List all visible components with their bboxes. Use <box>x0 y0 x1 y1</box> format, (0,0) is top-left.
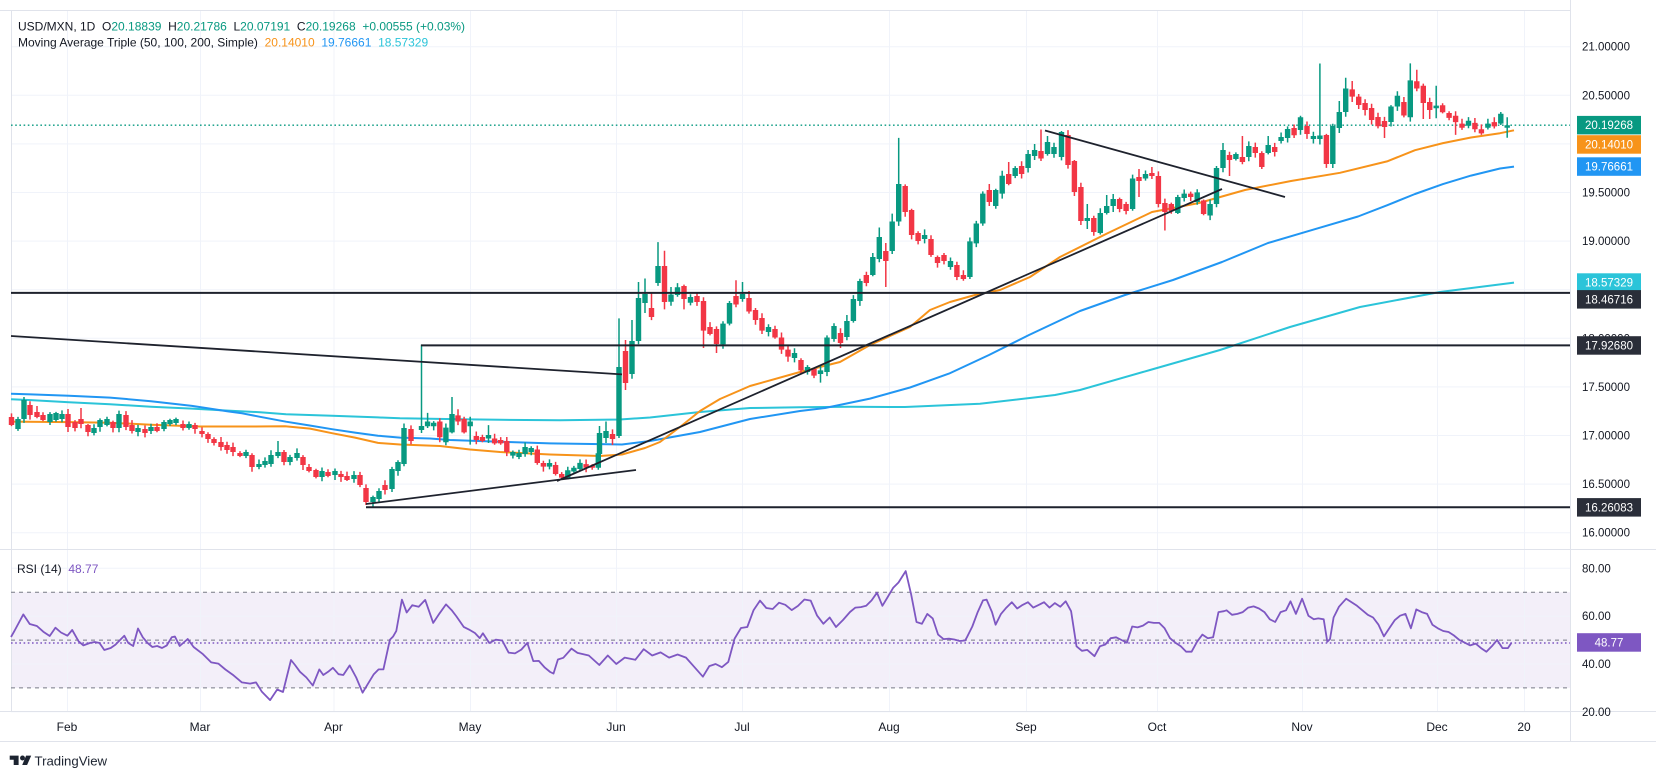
svg-text:16.26083: 16.26083 <box>1585 502 1633 514</box>
svg-text:May: May <box>459 720 482 734</box>
svg-text:Mar: Mar <box>190 720 211 734</box>
svg-text:Oct: Oct <box>1148 720 1167 734</box>
svg-text:Sep: Sep <box>1015 720 1037 734</box>
svg-text:Feb: Feb <box>57 720 78 734</box>
svg-text:17.00000: 17.00000 <box>1582 431 1630 443</box>
svg-text:16.50000: 16.50000 <box>1582 479 1630 491</box>
svg-text:Aug: Aug <box>878 720 899 734</box>
svg-text:USD/MXN, 1D O20.18839 H20.21: USD/MXN, 1D O20.18839 H20.21786 L20.0719… <box>18 20 465 34</box>
svg-text:18.46716: 18.46716 <box>1585 294 1633 306</box>
svg-text:16.00000: 16.00000 <box>1582 528 1630 540</box>
svg-text:20.19268: 20.19268 <box>1585 120 1633 132</box>
svg-text:17.50000: 17.50000 <box>1582 382 1630 394</box>
svg-text:Apr: Apr <box>324 720 343 734</box>
svg-text:TradingView: TradingView <box>35 753 108 768</box>
svg-text:48.77: 48.77 <box>1595 638 1624 650</box>
svg-text:Moving Average Triple (50, 100: Moving Average Triple (50, 100, 200, Sim… <box>18 36 428 50</box>
svg-text:Nov: Nov <box>1291 720 1312 734</box>
svg-text:Jul: Jul <box>734 720 749 734</box>
svg-text:19.00000: 19.00000 <box>1582 236 1630 248</box>
svg-text:Dec: Dec <box>1426 720 1447 734</box>
svg-text:40.00: 40.00 <box>1582 659 1611 671</box>
svg-text:Jun: Jun <box>606 720 625 734</box>
svg-text:21.00000: 21.00000 <box>1582 42 1630 54</box>
svg-text:20.14010: 20.14010 <box>1585 139 1633 151</box>
svg-text:20.50000: 20.50000 <box>1582 90 1630 102</box>
svg-text:20.00: 20.00 <box>1582 707 1611 719</box>
svg-text:19.76661: 19.76661 <box>1585 162 1633 174</box>
svg-text:19.50000: 19.50000 <box>1582 188 1630 200</box>
svg-text:60.00: 60.00 <box>1582 611 1611 623</box>
svg-text:RSI (14) 48.77: RSI (14) 48.77 <box>17 562 99 576</box>
svg-text:20: 20 <box>1517 720 1531 734</box>
svg-text:17.92680: 17.92680 <box>1585 340 1633 352</box>
svg-text:18.57329: 18.57329 <box>1585 278 1633 290</box>
svg-text:80.00: 80.00 <box>1582 563 1611 575</box>
